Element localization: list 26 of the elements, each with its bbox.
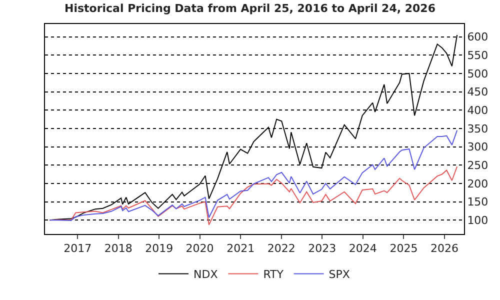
line-series (49, 130, 458, 221)
y-tick-label: 600 (467, 30, 488, 44)
x-tick-label: 2023 (308, 242, 336, 256)
y-tick-label: 300 (467, 140, 488, 154)
legend-label: SPX (328, 268, 350, 281)
y-tick-label: 550 (467, 49, 488, 62)
y-tick-label: 450 (467, 86, 488, 99)
x-tick-label: 2017 (64, 242, 92, 256)
legend-label: NDX (194, 268, 218, 281)
x-tick-label: 2022 (267, 242, 296, 256)
y-tick-label: 400 (467, 104, 488, 117)
x-tick-label: 2025 (390, 242, 418, 256)
y-tick-label: 500 (467, 67, 488, 80)
y-tick-label: 100 (467, 214, 488, 227)
x-tick-label: 2020 (186, 242, 214, 256)
y-tick-label: 350 (467, 122, 488, 136)
x-tick-label: 2021 (226, 242, 255, 256)
y-tick-label: 250 (467, 158, 488, 172)
chart-title: Historical Pricing Data from April 25, 2016 to April 24, 2026 (64, 2, 436, 16)
x-tick-label: 2019 (145, 242, 174, 256)
legend-label: RTY (263, 268, 284, 281)
x-tick-label: 2026 (430, 242, 458, 256)
x-tick-label: 2018 (104, 242, 132, 256)
x-tick-label: 2024 (348, 242, 377, 256)
y-tick-label: 200 (467, 177, 488, 190)
y-tick-label: 150 (467, 196, 488, 209)
